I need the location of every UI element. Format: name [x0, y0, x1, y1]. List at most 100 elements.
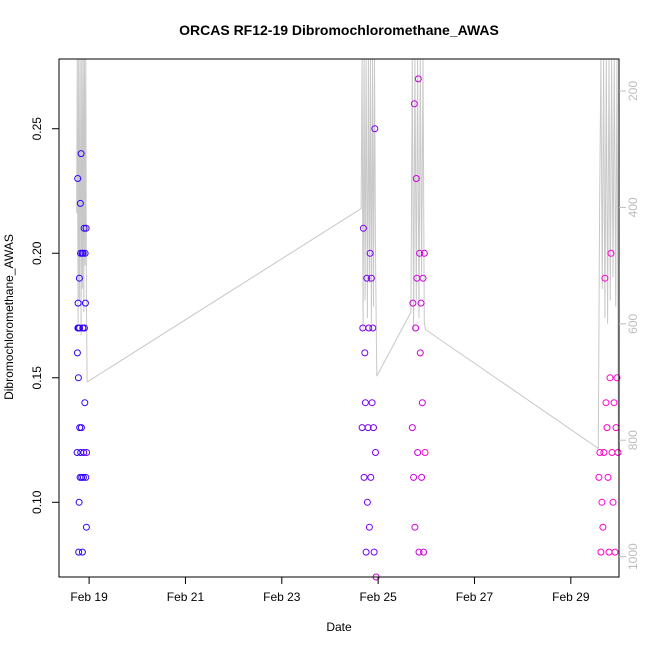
data-point	[370, 424, 377, 432]
data-point	[81, 399, 89, 407]
data-point	[609, 498, 617, 506]
altitude-track	[76, 58, 619, 452]
data-point	[595, 473, 603, 481]
data-point	[82, 523, 90, 531]
x-tick-label: Feb 21	[167, 590, 205, 604]
data-point	[412, 324, 420, 332]
y-tick-label: 0.20	[30, 241, 44, 265]
data-point	[602, 399, 610, 407]
data-point	[418, 399, 426, 407]
data-point	[81, 249, 89, 257]
data-point	[599, 523, 607, 531]
data-point	[359, 224, 367, 232]
data-point	[362, 548, 370, 556]
y-tick-label: 0.10	[30, 490, 44, 514]
data-point	[77, 150, 85, 158]
data-point	[614, 449, 622, 456]
data-point	[75, 498, 83, 506]
data-point	[410, 100, 418, 108]
data-point	[361, 349, 369, 357]
data-point	[73, 449, 81, 456]
data-point	[605, 548, 613, 556]
data-point	[420, 548, 428, 556]
data-point	[361, 399, 369, 407]
x-tick-label: Feb 29	[552, 590, 590, 604]
data-point	[606, 374, 614, 382]
x-tick-label: Feb 23	[263, 590, 301, 604]
data-point	[365, 523, 373, 531]
data-point	[75, 274, 83, 282]
data-point	[419, 274, 427, 282]
data-point	[369, 324, 377, 332]
chart-title: ORCAS RF12-19 Dibromochloromethane_AWAS	[179, 22, 499, 38]
data-point	[82, 224, 90, 232]
data-point	[368, 399, 376, 407]
data-point	[596, 449, 604, 456]
data-point	[78, 548, 86, 556]
y2-tick-label: 1000	[626, 543, 640, 570]
plot-frame	[58, 58, 620, 578]
data-point	[421, 449, 429, 456]
data-point	[410, 473, 418, 481]
x-tick-label: Feb 27	[456, 590, 494, 604]
data-point	[367, 473, 375, 481]
x-axis: Feb 19 Feb 21 Feb 23 Feb 25 Feb 27 Feb 29	[70, 577, 590, 604]
data-point	[74, 374, 82, 382]
data-point	[607, 249, 615, 257]
data-point	[80, 324, 88, 332]
data-point	[597, 548, 605, 556]
data-point	[411, 523, 419, 531]
data-point	[79, 473, 87, 481]
data-point	[372, 449, 379, 456]
data-point	[420, 249, 428, 257]
data-point	[418, 473, 426, 481]
y-tick-label: 0.15	[30, 366, 44, 390]
data-point	[74, 175, 82, 182]
data-point	[601, 274, 609, 282]
data-point	[358, 424, 366, 432]
data-point	[77, 424, 85, 432]
right-axis: 200 400 600 800 1000	[619, 81, 640, 570]
data-point	[76, 199, 84, 207]
data-point	[75, 548, 83, 556]
data-point	[360, 473, 368, 481]
data-point	[83, 449, 91, 456]
data-point	[613, 374, 621, 382]
data-point	[415, 548, 423, 556]
data-point	[608, 449, 616, 456]
data-point	[73, 349, 81, 357]
data-point	[74, 299, 82, 307]
y-tick-label: 0.25	[30, 117, 44, 141]
altitude-line	[76, 58, 619, 452]
y2-tick-label: 800	[626, 430, 640, 450]
data-point	[80, 449, 88, 456]
x-tick-label: Feb 19	[70, 590, 108, 604]
data-point	[408, 424, 416, 432]
data-point	[81, 299, 89, 307]
data-point	[610, 399, 618, 407]
x-axis-label: Date	[326, 620, 352, 634]
data-point	[79, 249, 87, 257]
data-point	[370, 548, 378, 556]
x-tick-label: Feb 25	[359, 590, 397, 604]
data-points	[73, 75, 622, 581]
data-point	[364, 424, 372, 432]
data-point	[604, 473, 612, 481]
y2-tick-label: 600	[626, 313, 640, 333]
data-point	[76, 324, 84, 332]
data-point	[367, 274, 375, 282]
data-point	[611, 548, 619, 556]
data-point	[600, 449, 608, 456]
data-point	[417, 299, 425, 307]
data-point	[414, 75, 422, 83]
y2-tick-label: 200	[626, 81, 640, 101]
y-axis-label: Dibromochloromethane_AWAS	[2, 234, 16, 400]
data-point	[416, 349, 424, 357]
data-point	[363, 274, 371, 282]
data-point	[80, 224, 88, 232]
data-point	[366, 249, 374, 257]
data-point	[416, 249, 424, 257]
data-point	[363, 498, 371, 506]
y-axis: 0.10 0.15 0.20 0.25	[30, 117, 59, 514]
